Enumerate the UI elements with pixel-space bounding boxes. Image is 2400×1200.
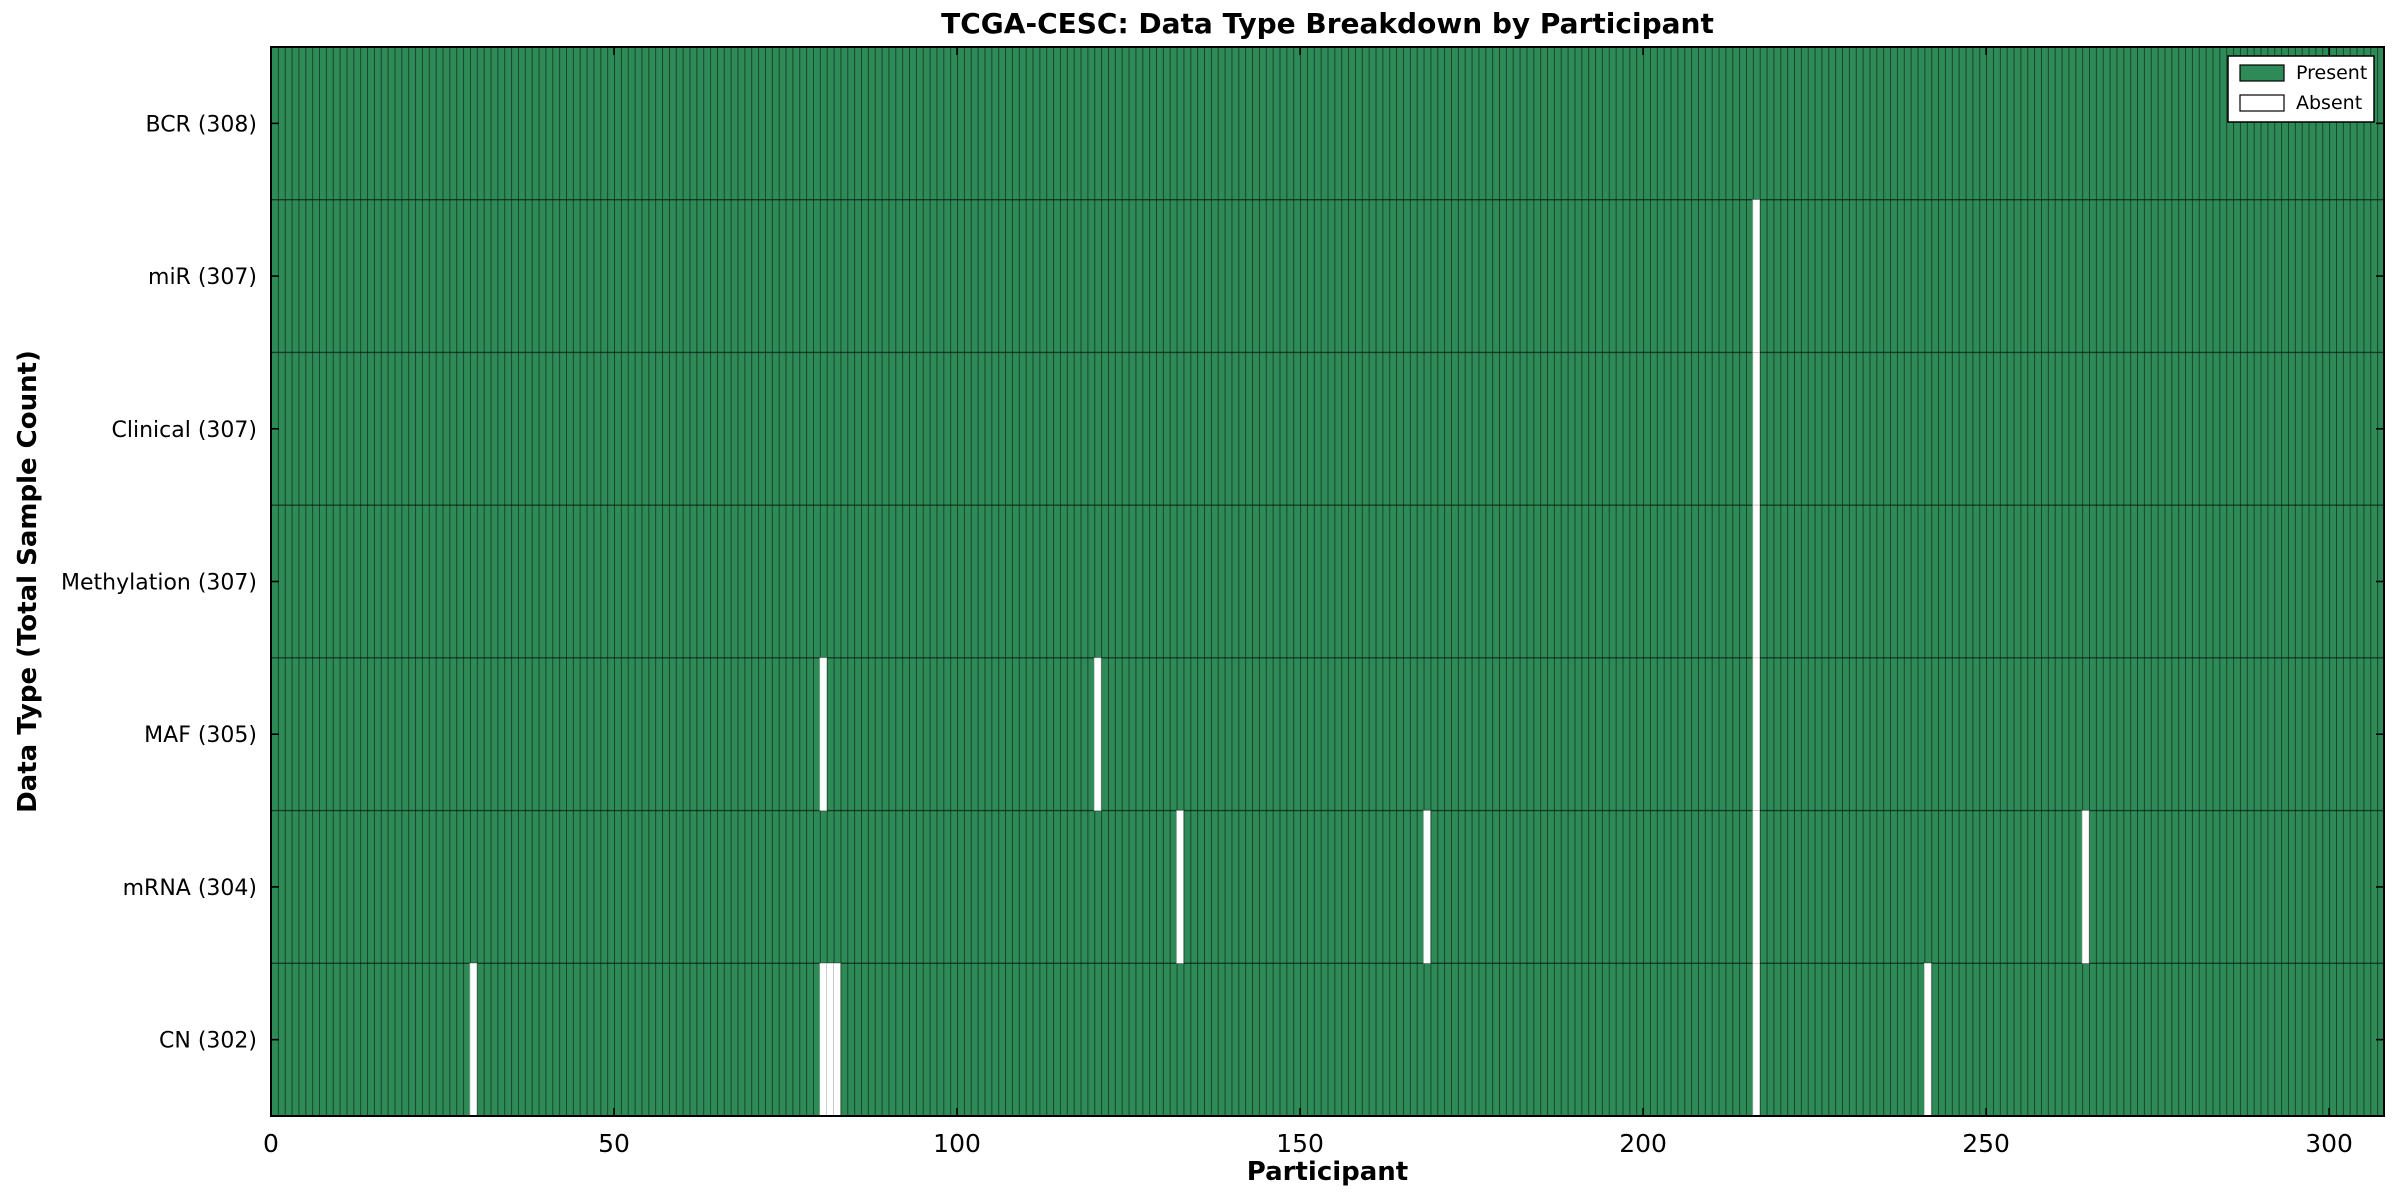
absent-cell-Methylation-216 — [1752, 504, 1761, 659]
row-label-Clinical: Clinical (307) — [112, 418, 257, 443]
absent-cell-MAF-216 — [1752, 657, 1761, 811]
absent-cell-CN-241 — [1924, 962, 1932, 1117]
absent-cell-CN-80 — [819, 962, 827, 1117]
legend-label-present: Present — [2296, 62, 2367, 84]
x-tick-label: 300 — [2305, 1129, 2353, 1158]
legend-swatch-present — [2239, 64, 2285, 82]
legend-swatch-absent — [2239, 94, 2285, 112]
x-tick-label: 250 — [1962, 1129, 2010, 1158]
x-tick-label: 100 — [933, 1129, 981, 1158]
x-tick-label: 200 — [1619, 1129, 1667, 1158]
absent-cell-CN-81 — [826, 962, 834, 1117]
row-label-MAF: MAF (305) — [144, 723, 257, 748]
row-label-CN: CN (302) — [159, 1029, 257, 1054]
absent-cell-miR-216 — [1752, 199, 1761, 353]
absent-cell-mRNA-264 — [2081, 810, 2090, 964]
absent-cell-mRNA-132 — [1176, 810, 1184, 964]
x-tick-label: 150 — [1276, 1129, 1324, 1158]
absent-cell-CN-216 — [1752, 962, 1761, 1117]
absent-cell-mRNA-168 — [1423, 810, 1431, 964]
row-label-miR: miR (307) — [148, 265, 257, 290]
x-tick-label: 50 — [598, 1129, 630, 1158]
present-matrix — [271, 47, 2384, 1116]
absent-cell-MAF-120 — [1093, 657, 1102, 811]
row-label-BCR: BCR (308) — [145, 112, 257, 137]
absent-cell-CN-29 — [469, 962, 478, 1117]
row-label-Methylation: Methylation (307) — [61, 571, 257, 596]
absent-cell-mRNA-216 — [1752, 810, 1761, 964]
legend: Present Absent — [2227, 55, 2375, 123]
y-axis-label: Data Type (Total Sample Count) — [13, 350, 43, 813]
row-label-mRNA: mRNA (304) — [123, 876, 257, 901]
absent-cell-Clinical-216 — [1752, 352, 1761, 506]
legend-label-absent: Absent — [2296, 92, 2362, 114]
x-tick-label: 0 — [263, 1129, 279, 1158]
chart-title: TCGA-CESC: Data Type Breakdown by Partic… — [941, 7, 1714, 40]
x-axis-label: Participant — [1247, 1157, 1408, 1187]
absent-cell-MAF-80 — [819, 657, 827, 811]
absent-cell-CN-82 — [833, 962, 841, 1117]
